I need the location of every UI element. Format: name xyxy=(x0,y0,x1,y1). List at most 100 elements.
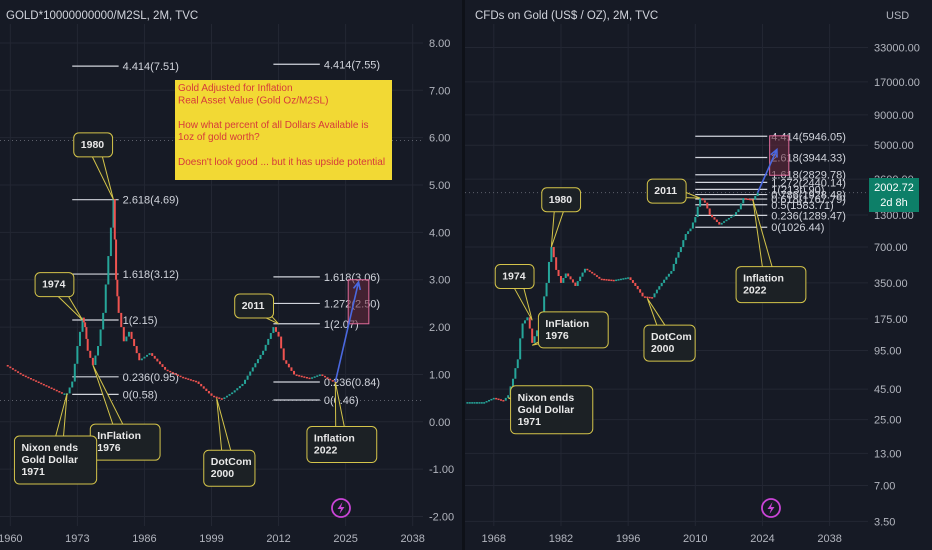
chart-right-y-axis: 33000.0017000.009000.005000.002600.00130… xyxy=(874,43,920,529)
price-candle xyxy=(264,344,267,351)
price-candle xyxy=(574,282,577,286)
price-candle xyxy=(670,271,673,274)
price-candle xyxy=(27,376,30,379)
chart-left-x-axis: 1960 1973 1986 1999 2012 2025 2038 xyxy=(0,533,425,545)
chart-left[interactable]: 1960 1973 1986 1999 2012 2025 2038 8.00 7.00 6.0… xyxy=(0,0,462,550)
price-candle xyxy=(555,257,558,270)
price-candle xyxy=(487,399,490,402)
callout-box xyxy=(73,132,114,158)
callout-box xyxy=(646,178,687,204)
callout: 1980 xyxy=(541,187,582,248)
price-candle xyxy=(184,377,187,380)
price-candle xyxy=(468,402,471,404)
price-candle xyxy=(116,279,119,297)
price-candle xyxy=(238,386,241,389)
callout-label: 1974 xyxy=(42,279,66,291)
price-candle xyxy=(497,398,500,401)
price-candle xyxy=(478,402,481,404)
price-candle xyxy=(514,368,517,379)
price-candle xyxy=(99,329,102,347)
y-tick-label: 9000.00 xyxy=(874,110,914,122)
price-candle xyxy=(91,357,94,365)
price-candle xyxy=(531,328,534,343)
price-candle xyxy=(718,222,721,225)
price-candle xyxy=(148,353,151,355)
y-tick-label: 25.00 xyxy=(874,415,902,427)
price-candle xyxy=(576,281,579,286)
price-candle xyxy=(600,278,603,281)
price-candle xyxy=(97,346,100,356)
price-candle xyxy=(631,280,634,283)
price-candle xyxy=(78,331,81,347)
price-candle xyxy=(102,312,105,330)
price-candle xyxy=(744,198,747,200)
price-candle xyxy=(82,317,85,323)
price-candle xyxy=(259,354,262,360)
price-candle xyxy=(624,277,627,280)
panel-divider[interactable] xyxy=(462,0,465,550)
callout-label: DotCom xyxy=(211,456,252,468)
price-candle xyxy=(593,273,596,276)
lightning-icon[interactable] xyxy=(331,498,351,518)
price-candle xyxy=(318,374,321,376)
fib-level-label: 1(2130.90) xyxy=(771,184,824,196)
price-candle xyxy=(285,360,288,364)
x-tick-label: 2038 xyxy=(817,533,841,545)
lightning-icon[interactable] xyxy=(761,498,781,518)
price-candle xyxy=(22,374,25,376)
price-candle xyxy=(499,399,502,401)
price-candle xyxy=(138,353,141,361)
price-candle xyxy=(485,401,488,403)
price-candle xyxy=(176,374,179,376)
price-candle xyxy=(723,221,726,223)
price-candle xyxy=(658,286,661,290)
callout-label: 2022 xyxy=(314,445,338,457)
callout-label: 1974 xyxy=(502,270,526,282)
price-candle xyxy=(567,273,570,277)
price-candle xyxy=(169,370,172,373)
price-candle xyxy=(45,385,48,387)
price-candle xyxy=(672,263,675,272)
price-candle xyxy=(280,336,283,349)
price-candle xyxy=(19,372,22,375)
callout-label: 2011 xyxy=(242,300,265,312)
callout-label: Inflation xyxy=(314,433,355,445)
price-candle xyxy=(58,391,61,393)
note-line: How what percent of all Dollars Availabl… xyxy=(178,120,368,131)
fib-level-label: 0.236(0.84) xyxy=(324,377,380,389)
price-candle xyxy=(192,379,195,382)
price-candle xyxy=(174,373,177,375)
chart-left-title: GOLD*10000000000/M2SL, 2M, TVC xyxy=(6,10,198,22)
price-candle xyxy=(571,279,574,283)
price-candle xyxy=(653,293,656,298)
price-candle xyxy=(182,376,185,379)
x-tick-label: 1973 xyxy=(65,533,89,545)
callout: 2011 xyxy=(234,293,279,325)
bar-countdown: 2d 8h xyxy=(880,197,908,209)
price-candle xyxy=(516,359,519,369)
price-candle xyxy=(225,395,228,398)
price-candle xyxy=(627,277,630,279)
y-tick-label: 3.50 xyxy=(874,516,895,528)
callout-box xyxy=(541,187,582,213)
price-candle xyxy=(660,282,663,287)
price-candle xyxy=(689,228,692,232)
price-candle xyxy=(269,333,272,339)
last-price-badge: 2002.72 2d 8h xyxy=(869,178,919,212)
price-candle xyxy=(115,239,118,280)
price-candle xyxy=(210,393,213,396)
price-candle xyxy=(256,359,259,364)
chart-right-target-box xyxy=(769,135,790,176)
chart-right[interactable]: 1968 1982 1996 2010 2024 2038 33000.00 17000.0… xyxy=(465,0,932,550)
chart-left-price-series xyxy=(6,199,337,400)
price-candle xyxy=(742,198,745,204)
price-candle xyxy=(591,271,594,274)
price-candle xyxy=(249,371,252,376)
price-candle xyxy=(581,272,584,277)
callout-label: 2000 xyxy=(211,468,235,480)
